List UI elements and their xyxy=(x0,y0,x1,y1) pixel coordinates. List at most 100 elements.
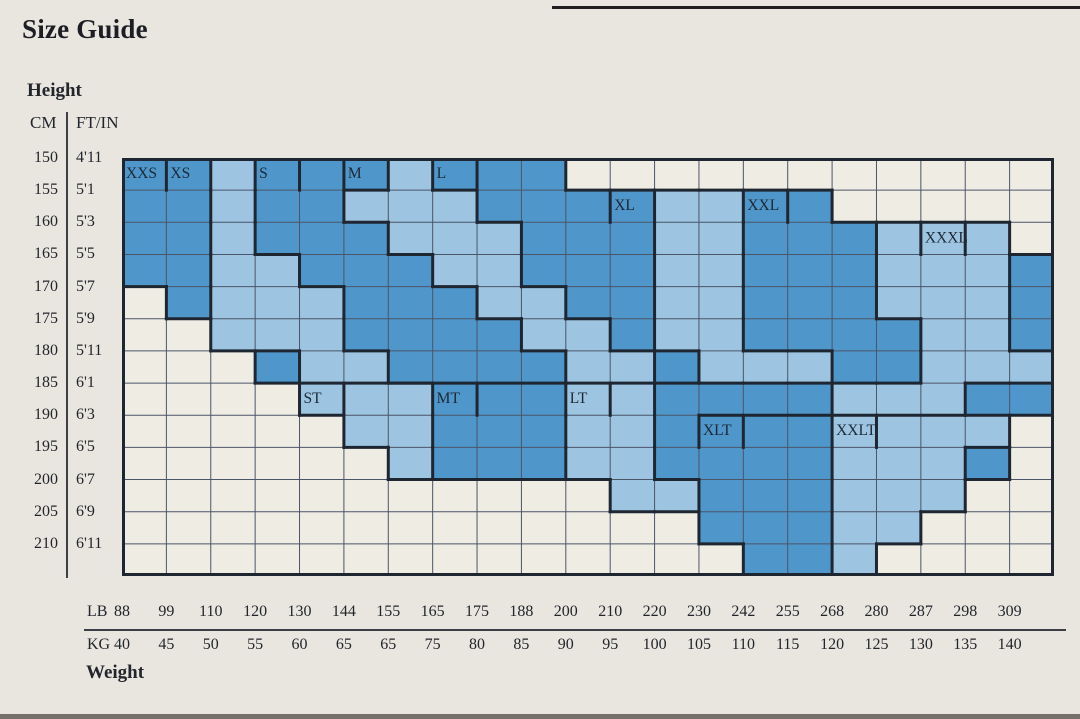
weight-kg-tick: 80 xyxy=(469,636,486,653)
size-cell xyxy=(477,415,522,448)
size-cell xyxy=(565,318,611,351)
size-cell xyxy=(122,222,167,255)
size-cell xyxy=(876,447,921,480)
size-cell xyxy=(166,286,211,319)
size-cell xyxy=(920,511,966,544)
size-cell xyxy=(920,254,966,287)
size-cell xyxy=(698,190,744,223)
weight-lb-tick: 110 xyxy=(199,603,223,620)
size-cell xyxy=(743,479,788,512)
size-cell xyxy=(343,286,389,319)
weight-lb-tick: 230 xyxy=(686,603,711,620)
size-cell xyxy=(432,254,478,287)
ftin-column-header: FT/IN xyxy=(76,113,119,132)
size-cell xyxy=(743,190,788,223)
size-cell xyxy=(698,222,744,255)
size-cell xyxy=(876,350,921,384)
size-cell xyxy=(965,511,1010,544)
size-cell xyxy=(1009,511,1054,544)
size-cell xyxy=(610,350,655,384)
weight-kg-tick: 110 xyxy=(731,636,756,653)
size-cell xyxy=(1009,383,1054,416)
size-cell xyxy=(1009,254,1054,287)
weight-lb-tick: 210 xyxy=(598,603,623,620)
size-cell xyxy=(1009,318,1054,351)
size-cell xyxy=(255,543,300,576)
height-ftin-tick: 5'1 xyxy=(76,181,95,199)
size-cell xyxy=(122,543,167,576)
size-cell xyxy=(521,543,566,576)
size-cell xyxy=(299,511,344,544)
size-cell xyxy=(787,350,833,384)
weight-kg-tick: 55 xyxy=(247,636,264,653)
size-cell xyxy=(166,190,211,223)
size-cell xyxy=(876,190,921,223)
size-cell xyxy=(698,479,744,512)
size-cell xyxy=(210,479,256,512)
size-cell xyxy=(610,511,655,544)
weight-kg-tick: 130 xyxy=(908,636,933,653)
size-cell xyxy=(521,222,566,255)
weight-kg-tick: 50 xyxy=(202,636,219,653)
size-cell xyxy=(920,286,966,319)
size-cell xyxy=(743,158,788,191)
size-cell xyxy=(1009,158,1054,191)
weight-kg-tick: 40 xyxy=(114,636,130,653)
size-cell xyxy=(477,350,522,384)
size-cell xyxy=(343,158,389,191)
size-cell xyxy=(477,254,522,287)
size-cell xyxy=(1009,190,1054,223)
size-cell xyxy=(388,383,433,416)
size-cell xyxy=(876,383,921,416)
weight-lb-tick: 175 xyxy=(465,603,490,620)
size-cell xyxy=(210,254,256,287)
size-label-st: ST xyxy=(304,390,323,407)
size-cell xyxy=(477,479,522,512)
size-cell xyxy=(210,383,256,416)
size-cell xyxy=(832,415,877,448)
size-cell xyxy=(388,479,433,512)
page-top-rule xyxy=(552,6,1080,9)
size-cell xyxy=(832,350,877,384)
height-ftin-tick: 4'11 xyxy=(76,149,103,166)
size-cell xyxy=(565,350,611,384)
size-cell xyxy=(477,447,522,480)
size-cell xyxy=(698,350,744,384)
size-cell xyxy=(521,190,566,223)
size-cell xyxy=(477,222,522,255)
size-cell xyxy=(166,222,211,255)
size-cell xyxy=(477,318,522,351)
weight-kg-tick: 115 xyxy=(776,636,800,653)
size-cell xyxy=(122,286,167,319)
size-cell xyxy=(388,415,433,448)
size-cell xyxy=(388,222,433,255)
size-cell xyxy=(166,158,211,191)
photo-bottom-edge xyxy=(0,714,1080,719)
size-cell xyxy=(654,511,699,544)
size-cell xyxy=(255,415,300,448)
grid-outer-border xyxy=(122,158,1054,576)
size-cell xyxy=(299,158,344,191)
size-cell xyxy=(299,318,344,351)
size-cell xyxy=(343,222,389,255)
size-cell xyxy=(610,286,655,319)
height-ftin-tick: 6'7 xyxy=(76,470,95,488)
size-cell xyxy=(521,158,566,191)
size-cell xyxy=(876,286,921,319)
size-cell xyxy=(432,350,478,384)
height-cm-tick: 200 xyxy=(34,470,58,488)
size-cell xyxy=(743,286,788,319)
size-cell xyxy=(432,415,478,448)
size-cell xyxy=(876,158,921,191)
weight-lb-tick: 287 xyxy=(908,603,933,620)
height-ftin-tick: 5'9 xyxy=(76,309,95,327)
height-axis-title: Height xyxy=(27,80,82,101)
size-cell xyxy=(299,190,344,223)
weight-kg-tick: 135 xyxy=(953,636,978,653)
weight-lb-tick: 99 xyxy=(158,603,175,620)
size-cell xyxy=(255,190,300,223)
size-cell xyxy=(565,286,611,319)
size-cell xyxy=(654,286,699,319)
size-cell xyxy=(610,318,655,351)
height-ftin-tick: 6'11 xyxy=(76,534,103,552)
